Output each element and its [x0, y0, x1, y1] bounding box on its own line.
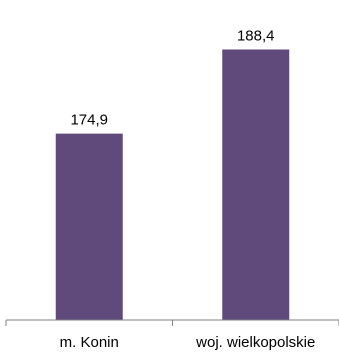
bars-group: [56, 49, 290, 320]
value-label-2: 188,4: [237, 27, 275, 44]
bar-2: [222, 49, 289, 320]
category-label-2: woj. wielkopolskie: [195, 334, 315, 351]
category-labels-group: m. Konin woj. wielkopolskie: [60, 334, 316, 351]
x-axis-ticks: [6, 320, 339, 326]
value-label-1: 174,9: [70, 112, 108, 129]
category-label-1: m. Konin: [60, 334, 119, 351]
bar-1: [56, 134, 123, 320]
